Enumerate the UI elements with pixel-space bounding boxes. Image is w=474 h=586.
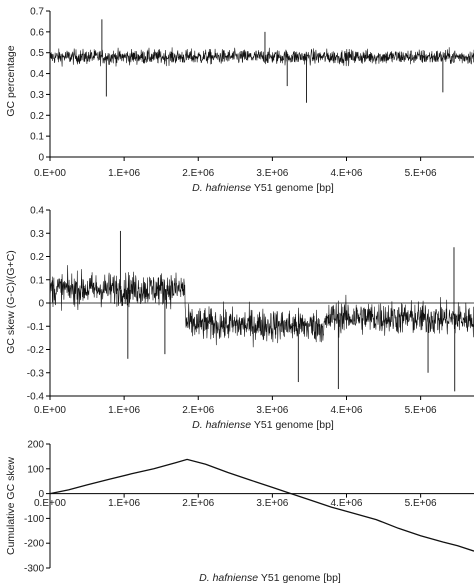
y-tick-label: 0.2: [30, 111, 44, 122]
panel-cumulative-frame: [49, 444, 474, 568]
x-tick-label: 5.E+06: [405, 498, 437, 509]
x-tick-label: 3.E+06: [256, 405, 288, 416]
y-axis-label-gc-percentage: GC percentage: [5, 45, 17, 116]
x-axis-label-panel-3: D. hafniense Y51 genome [bp]: [199, 572, 341, 584]
series-line: [49, 265, 474, 348]
y-tick-label: 0.5: [30, 48, 44, 59]
x-tick-label: 3.E+06: [256, 168, 288, 179]
y-tick-label: 0: [38, 153, 44, 164]
y-tick-label: 0.6: [30, 27, 44, 38]
gc-percentage-series: [49, 19, 474, 103]
y-tick-label: 0.4: [30, 69, 44, 80]
panel-gc-skew-frame: [49, 210, 474, 397]
x-tick-label: 4.E+06: [331, 498, 363, 509]
y-tick-label: 0.3: [30, 229, 44, 240]
panel-gc-skew-ticks: -0.4 -0.3 -0.2 -0.1 0 0.1 0.2 0.3 0.4 0.E+00 1.E+0…: [27, 206, 437, 417]
y-axis-label-gc-skew: GC skew (G-C)/(G+C): [5, 250, 17, 354]
y-tick-label: -200: [24, 539, 44, 550]
x-tick-label: 1.E+06: [108, 498, 140, 509]
y-tick-label: 0.2: [30, 252, 44, 263]
x-tick-label: 2.E+06: [182, 168, 214, 179]
series-line: [49, 458, 474, 552]
panel-gc-percentage-frame: [49, 11, 474, 158]
x-tick-label: 5.E+06: [405, 168, 437, 179]
species-name: D. hafniense: [199, 572, 258, 584]
x-tick-label: 5.E+06: [405, 405, 437, 416]
y-tick-label: -300: [24, 564, 44, 575]
panel-gc-percentage-ticks: 0 0.1 0.2 0.3 0.4 0.5 0.6 0.7 0.E+00 1.E+06 2.E+06…: [30, 7, 437, 180]
y-axis-label-cumulative: Cumulative GC skew: [5, 457, 17, 555]
x-tick-label: 0.E+00: [34, 168, 66, 179]
y-tick-label: 0: [38, 489, 44, 500]
x-tick-label: 1.E+06: [108, 168, 140, 179]
gc-percentage-panel: 0 0.1 0.2 0.3 0.4 0.5 0.6 0.7 0.E+00 1.E+06 2.E+06…: [5, 7, 474, 194]
cumulative-gc-skew-series: [49, 458, 474, 552]
y-tick-label: 100: [27, 464, 44, 475]
gc-skew-series: [49, 230, 474, 392]
y-tick-label: 200: [27, 440, 44, 451]
x-axis-label-rest: Y51 genome [bp]: [251, 419, 334, 431]
y-tick-label: 0.1: [30, 132, 44, 143]
x-tick-label: 4.E+06: [331, 168, 363, 179]
gc-skew-panel: -0.4 -0.3 -0.2 -0.1 0 0.1 0.2 0.3 0.4 0.E+00 1.E+0…: [5, 206, 474, 431]
species-name: D. hafniense: [192, 182, 251, 194]
y-tick-label: -0.1: [27, 322, 45, 333]
cumulative-gc-skew-panel: -300 -200 -100 0 100 200 0.E+00 1.E+06 2.E+06 3.E…: [5, 440, 474, 584]
y-tick-label: -0.4: [27, 392, 45, 403]
panel-cumulative-ticks: -300 -200 -100 0 100 200 0.E+00 1.E+06 2.E+06 3.E…: [24, 440, 437, 575]
x-tick-label: 4.E+06: [331, 405, 363, 416]
x-tick-label: 2.E+06: [182, 498, 214, 509]
x-tick-label: 3.E+06: [256, 498, 288, 509]
y-tick-label: 0.4: [30, 206, 44, 217]
y-tick-label: 0.3: [30, 90, 44, 101]
x-tick-label: 0.E+00: [34, 498, 66, 509]
x-axis-label-panel-2: D. hafniense Y51 genome [bp]: [192, 419, 334, 431]
series-line: [49, 47, 474, 67]
x-tick-label: 1.E+06: [108, 405, 140, 416]
species-name: D. hafniense: [192, 419, 251, 431]
x-axis-label-rest: Y51 genome [bp]: [251, 182, 334, 194]
x-axis-label-panel-1: D. hafniense Y51 genome [bp]: [192, 182, 334, 194]
y-tick-label: -0.2: [27, 345, 45, 356]
y-tick-label: 0.7: [30, 7, 44, 18]
y-tick-label: -0.3: [27, 368, 45, 379]
x-axis-label-rest: Y51 genome [bp]: [258, 572, 341, 584]
x-tick-label: 0.E+00: [34, 405, 66, 416]
x-tick-label: 2.E+06: [182, 405, 214, 416]
y-tick-label: 0.1: [30, 275, 44, 286]
y-tick-label: 0: [38, 299, 44, 310]
y-tick-label: -100: [24, 514, 44, 525]
